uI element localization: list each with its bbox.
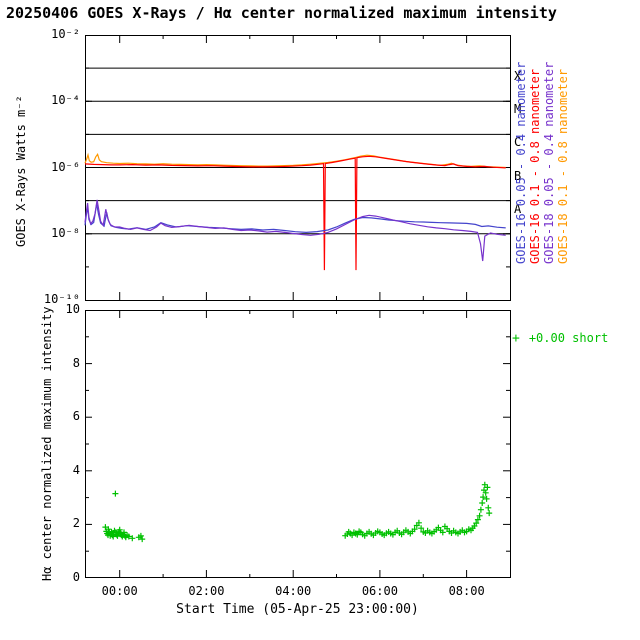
xray-ytick-label: 10⁻² [51, 27, 80, 41]
halpha-ytick-label: 4 [72, 462, 80, 477]
xray-ytick-label: 10⁻⁶ [51, 159, 80, 174]
halpha-ytick-label: 2 [72, 516, 80, 531]
series-legend-label: GOES-16 0.1 - 0.8 nanometer [528, 68, 542, 264]
flare-class-label: M [514, 102, 522, 117]
halpha-ytick-label: 10 [65, 302, 80, 316]
series-legend-label: GOES-18 0.05 - 0.4 nanometer [542, 61, 556, 264]
halpha-legend: + +0.00 short [512, 331, 608, 346]
halpha-ytick-label: 8 [72, 355, 80, 370]
plot-title: 20250406 GOES X-Rays / Hα center normali… [6, 4, 557, 22]
halpha-ytick-label: 0 [72, 570, 80, 584]
xray-ytick-label: 10⁻⁸ [51, 225, 80, 240]
flare-class-label: A [514, 201, 522, 216]
xray-ytick-label: 10⁻¹⁰ [43, 292, 80, 306]
halpha-axis-title: Hα center normalized maximum intensity [40, 306, 54, 581]
halpha-legend-label: +0.00 short [528, 331, 609, 345]
series-legend-label: GOES-18 0.1 - 0.8 nanometer [556, 68, 570, 264]
time-tick-label: 02:00 [188, 584, 225, 598]
time-tick-label: 00:00 [101, 584, 138, 598]
plus-marker-icon: + [512, 331, 520, 346]
flare-class-label: B [514, 168, 522, 183]
time-tick-label: 06:00 [361, 584, 398, 598]
flare-class-label: X [514, 69, 522, 84]
time-tick-label: 08:00 [448, 584, 485, 598]
flare-class-label: C [514, 135, 522, 150]
series-legend-label: GOES-16 0.05 - 0.4 nanometer [514, 61, 528, 264]
xray-ytick-label: 10⁻⁴ [51, 93, 80, 108]
time-axis-title: Start Time (05-Apr-25 23:00:00) [176, 602, 419, 617]
time-tick-label: 04:00 [275, 584, 312, 598]
halpha-ytick-label: 6 [72, 409, 80, 424]
